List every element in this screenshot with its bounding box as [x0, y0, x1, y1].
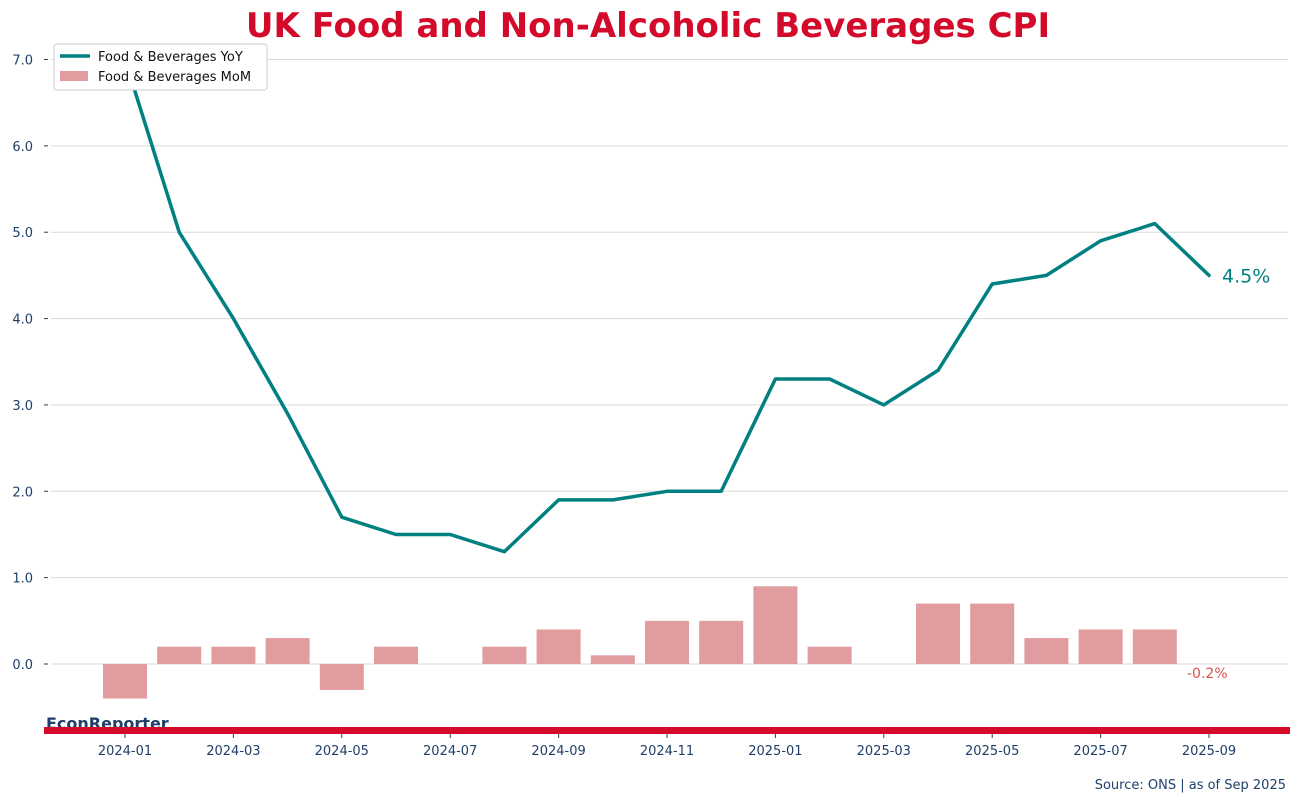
x-tick-label: 2024-11	[640, 744, 694, 759]
mom-bar	[1078, 629, 1123, 664]
source-note: Source: ONS | as of Sep 2025	[1095, 778, 1286, 793]
y-tick-label: 4.0	[12, 313, 33, 328]
y-tick-label: 0.0	[12, 658, 33, 673]
mom-bars	[103, 586, 1177, 699]
x-tick-label: 2024-09	[531, 744, 585, 759]
mom-bar	[536, 629, 581, 664]
brand-accent-bar	[44, 727, 1290, 734]
legend-label-mom: Food & Beverages MoM	[98, 70, 251, 85]
x-axis-ticks: 2024-01 2024-03 2024-05 2024-07 2024-09 2024-…	[98, 734, 1236, 759]
legend-box	[53, 43, 268, 91]
last-value-label-mom: -0.2%	[1187, 666, 1228, 682]
mom-bar	[807, 646, 852, 664]
x-tick-label: 2025-03	[857, 744, 911, 759]
y-tick-label: 3.0	[12, 399, 33, 414]
mom-bar	[319, 664, 364, 690]
legend-label-yoy: Food & Beverages YoY	[98, 50, 243, 65]
mom-bar	[482, 646, 527, 664]
x-tick-label: 2024-01	[98, 744, 152, 759]
mom-bar	[265, 638, 310, 664]
y-tick-label: 1.0	[12, 572, 33, 587]
legend-swatch-mom	[60, 71, 88, 81]
x-tick-label: 2024-03	[206, 744, 260, 759]
x-tick-label: 2024-05	[315, 744, 369, 759]
x-tick-label: 2025-01	[748, 744, 802, 759]
mom-bar	[374, 646, 418, 664]
yoy-line	[123, 57, 1211, 554]
mom-bar	[157, 646, 202, 664]
mom-bar	[1132, 629, 1177, 664]
mom-bar	[916, 603, 960, 664]
y-tick-label: 6.0	[12, 140, 33, 155]
x-tick-label: 2024-07	[423, 744, 477, 759]
y-tick-label: 5.0	[12, 226, 33, 241]
x-tick-label: 2025-05	[965, 744, 1019, 759]
chart-title: UK Food and Non-Alcoholic Beverages CPI	[246, 6, 1050, 46]
mom-bar	[970, 603, 1015, 664]
y-axis-ticks: 0.0 1.0 2.0 3.0 4.0 5.0 6.0 7.0	[12, 54, 48, 673]
yoy-line-group	[123, 57, 1211, 554]
x-tick-label: 2025-09	[1182, 744, 1236, 759]
annotations: 4.5% -0.2%	[1187, 265, 1270, 682]
mom-bar	[645, 620, 689, 664]
x-tick-label: 2025-07	[1073, 744, 1127, 759]
y-tick-label: 2.0	[12, 485, 33, 500]
mom-bar	[753, 586, 798, 664]
y-tick-label: 7.0	[12, 54, 33, 69]
mom-bar	[211, 646, 256, 664]
legend: Food & Beverages YoY Food & Beverages Mo…	[53, 43, 268, 91]
gridlines	[51, 59, 1288, 665]
mom-bar	[699, 620, 744, 664]
last-value-label-yoy: 4.5%	[1222, 265, 1270, 287]
mom-bar	[103, 664, 147, 699]
mom-bar	[590, 655, 635, 664]
mom-bar	[1024, 638, 1069, 664]
